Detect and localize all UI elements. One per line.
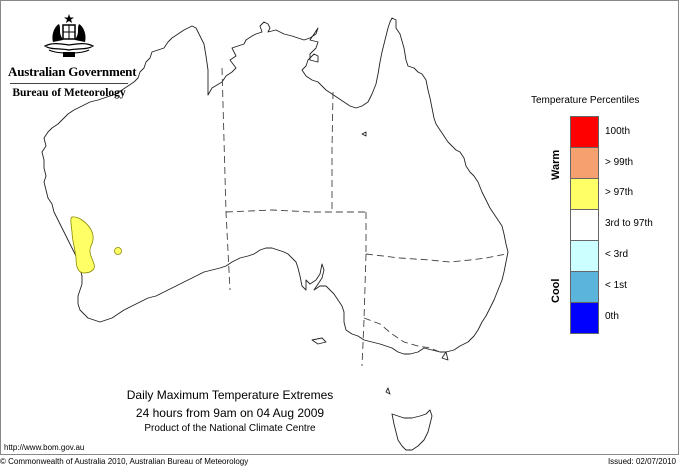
- map-frame: [0, 0, 679, 455]
- government-title: Australian Government: [8, 64, 137, 79]
- coat-of-arms-icon: [43, 14, 95, 57]
- legend-swatch-lt1st: [571, 272, 598, 303]
- anomaly-region-main: [70, 216, 95, 274]
- anomaly-region-small: [114, 247, 122, 255]
- legend-swatch-gt99th: [571, 148, 598, 179]
- legend-swatch-lt3rd: [571, 241, 598, 272]
- border-wa: [221, 67, 231, 291]
- kangaroo-island: [311, 337, 327, 345]
- cool-label: Cool: [550, 278, 562, 303]
- legend-swatch-100th: [571, 117, 598, 148]
- border-sa-east: [361, 253, 367, 367]
- government-logo: Australian Government Bureau of Meteorol…: [8, 12, 137, 99]
- legend-label: 0th: [605, 311, 619, 322]
- legend-label: < 1st: [605, 280, 627, 291]
- map-product-note: Product of the National Climate Centre: [144, 423, 316, 434]
- legend-label: 3rd to 97th: [605, 218, 653, 229]
- issued-date: Issued: 02/07/2010: [607, 457, 676, 466]
- border-nt-sa: [225, 209, 366, 213]
- tasmania-coastline: [391, 409, 433, 451]
- legend-swatch-gt97th: [571, 179, 598, 210]
- map-title: Daily Maximum Temperature Extremes: [126, 388, 334, 402]
- legend-label: 100th: [605, 126, 631, 137]
- legend-label: > 99th: [605, 157, 634, 168]
- legend-label: < 3rd: [605, 249, 629, 260]
- mainland-coastline: [41, 17, 509, 355]
- website-link[interactable]: http://www.bom.gov.au: [4, 443, 85, 452]
- legend-swatch-0th: [571, 303, 598, 333]
- warm-label: Warm: [550, 149, 562, 180]
- warm-anomaly-areas: [70, 216, 122, 274]
- border-nsw-vic: [363, 317, 441, 353]
- legend-title: Temperature Percentiles: [531, 95, 640, 106]
- border-qld-nsw: [365, 253, 507, 263]
- map-period: 24 hours from 9am on 04 Aug 2009: [135, 406, 325, 420]
- border-nt-qld: [331, 91, 334, 212]
- legend-color-bar: [570, 116, 599, 334]
- copyright-notice: © Commonwealth of Australia 2010, Austra…: [0, 457, 249, 466]
- legend-swatch-3rd-to-97th: [571, 210, 598, 241]
- logo-divider: [10, 83, 128, 84]
- legend-label: > 97th: [605, 187, 634, 198]
- agency-title: Bureau of Meteorology: [12, 87, 126, 99]
